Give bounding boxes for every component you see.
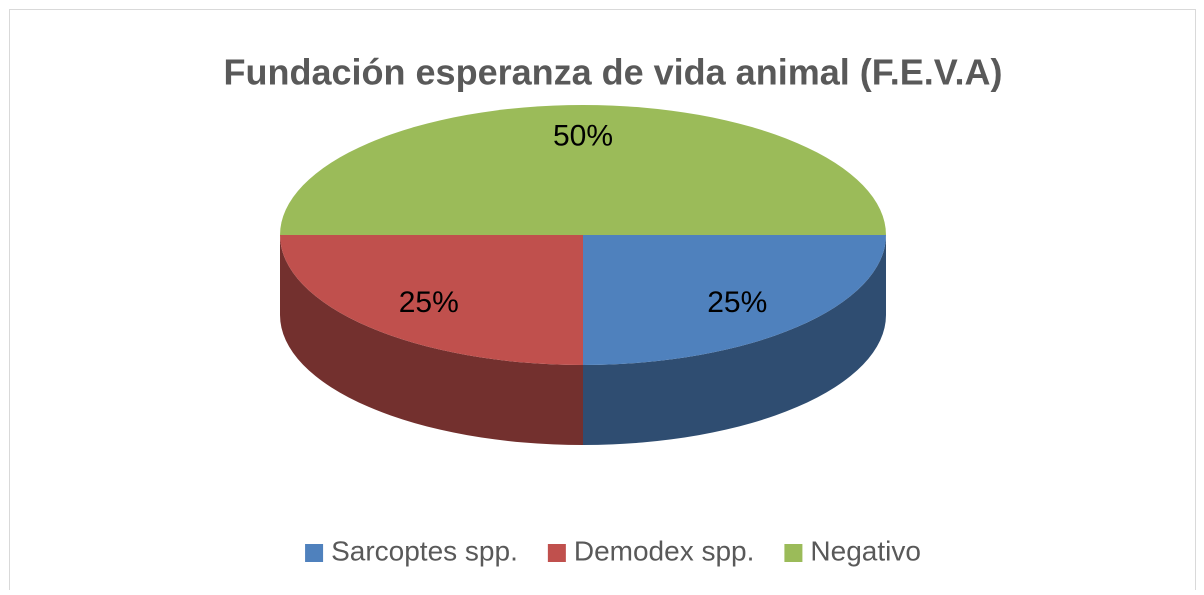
legend-item: Sarcoptes spp. xyxy=(305,535,518,566)
pie-slice xyxy=(280,105,886,235)
legend-swatch xyxy=(547,544,566,562)
data-label: 50% xyxy=(553,119,613,152)
pie-side xyxy=(280,235,583,445)
legend-label: Negativo xyxy=(810,535,921,566)
data-label: 25% xyxy=(707,286,767,319)
chart-title: Fundación esperanza de vida animal (F.E.… xyxy=(224,52,1003,93)
legend-item: Demodex spp. xyxy=(547,535,755,566)
legend-label: Demodex spp. xyxy=(574,535,755,566)
pie-side xyxy=(583,235,886,445)
data-label: 25% xyxy=(399,286,459,319)
legend-item: Negativo xyxy=(784,535,921,566)
legend-swatch xyxy=(305,544,324,562)
legend-label: Sarcoptes spp. xyxy=(331,535,518,566)
pie-slice xyxy=(583,235,886,365)
pie-slice xyxy=(280,235,583,365)
legend-swatch xyxy=(784,544,803,562)
